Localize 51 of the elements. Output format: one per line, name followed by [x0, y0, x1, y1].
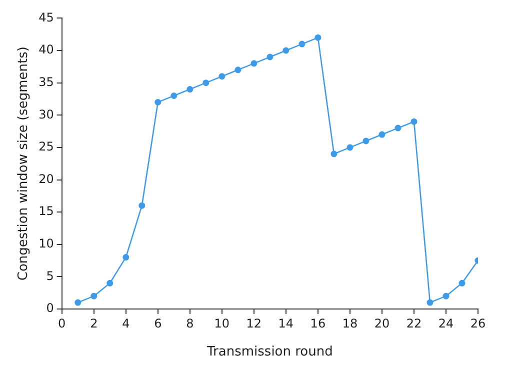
y-tick-label: 30	[38, 107, 54, 122]
y-tick-label: 10	[38, 236, 54, 251]
point	[426, 299, 434, 306]
y-tick-label: 45	[38, 10, 54, 24]
x-tick-label: 4	[122, 316, 130, 330]
point	[74, 299, 82, 306]
y-tick-label: 25	[38, 140, 54, 154]
point	[90, 292, 98, 300]
x-tick-label: 2	[90, 316, 98, 330]
point	[346, 144, 354, 151]
point	[394, 124, 402, 132]
point	[122, 254, 130, 261]
x-tick-label: 24	[438, 316, 454, 330]
x-tick-label: 10	[214, 316, 230, 330]
y-tick-label: 15	[38, 204, 54, 218]
y-tick-label: 0	[46, 301, 54, 316]
point	[442, 292, 450, 300]
point	[234, 66, 242, 74]
x-tick-label: 16	[310, 316, 326, 330]
point	[250, 60, 258, 67]
point	[154, 98, 162, 106]
point	[458, 280, 466, 286]
x-tick-label: 18	[342, 316, 358, 330]
point	[362, 138, 370, 144]
x-tick-label: 14	[278, 316, 294, 330]
x-tick-label: 6	[154, 316, 162, 330]
x-tick-label: 12	[246, 316, 262, 330]
point	[378, 131, 386, 138]
x-axis-title: Transmission round	[206, 344, 333, 360]
point	[138, 202, 146, 209]
y-tick-label: 20	[38, 172, 54, 186]
point	[202, 80, 210, 86]
point	[410, 118, 418, 125]
x-tick-label: 22	[406, 316, 422, 330]
y-axis-title: Congestion window size (segments)	[16, 46, 32, 281]
x-tick-label: 0	[58, 316, 66, 330]
y-tick-label: 40	[38, 42, 54, 57]
y-tick-label: 5	[46, 268, 54, 283]
y-tick-label: 35	[38, 74, 54, 89]
point	[282, 47, 290, 54]
point	[314, 34, 322, 41]
x-tick-label: 20	[374, 316, 390, 330]
point	[218, 73, 226, 80]
point	[186, 86, 194, 93]
point	[106, 280, 114, 286]
point	[170, 92, 178, 99]
x-tick-label: 8	[186, 316, 194, 330]
x-tick-label: 26	[470, 316, 486, 330]
point	[266, 54, 274, 60]
point	[298, 40, 306, 48]
point	[330, 150, 338, 158]
